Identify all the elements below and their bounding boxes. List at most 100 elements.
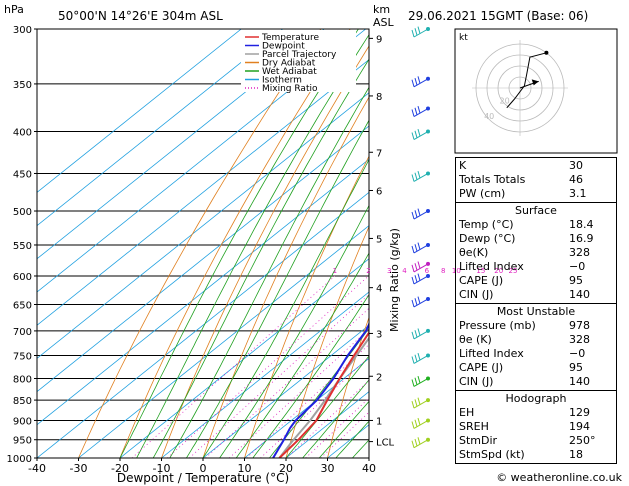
wind-barb-dot [426,106,430,111]
stat-label: StmSpd (kt) [459,448,525,461]
isotherm-line [37,29,366,293]
mixing-ratio-line [228,328,369,458]
wet-adiabat-line [269,327,369,458]
dry-adiabat-line [119,29,351,458]
plot-frame [36,28,370,459]
height-tick-label: LCL [376,438,395,449]
wind-barb [411,437,430,449]
wind-barb-feather [414,77,418,86]
stat-label: StmDir [459,434,498,447]
pressure-tick-label: 500 [13,207,32,218]
wet-adiabat-line [202,158,369,458]
height-tick-label: 5 [376,234,382,245]
temperature-tick-label: 40 [362,462,376,475]
stat-row: Lifted Index −0 [459,260,613,274]
wind-barb-feather [414,377,418,385]
surface-box: Surface Temp (°C) 18.4 Dewp (°C) 16.9 θe(K) 32… [455,203,617,304]
isotherm-line [37,92,369,359]
wind-barb-staff [413,108,429,117]
wind-barb [411,76,430,88]
temperature-tick-label: -30 [70,462,88,475]
mixing-ratio-labels: 1 2 3 4 6 8 10 15 20 25 [333,267,518,275]
stat-value: −0 [569,260,586,273]
mixing-ratio-line [167,275,369,458]
pressure-tick-label: 600 [13,272,32,283]
legend-label: Wet Adiabat [262,67,317,77]
background-lines [37,29,369,458]
legend-label: Parcel Trajectory [262,50,337,60]
stat-value: 3.1 [569,187,587,200]
stat-label: θe (K) [459,333,492,346]
wind-barb-feather [414,210,418,218]
wet-adiabat-line [235,252,369,458]
dry-adiabat-line [327,316,369,458]
wind-barb-feather [417,170,421,179]
wind-barb [411,352,430,364]
wind-barb-feather [414,354,418,362]
temperature-tick-label: 0 [200,462,207,475]
stats-panel: K 30 Totals Totals 46 PW (cm) 3.1 Surface Temp… [455,157,617,464]
mixing-ratio-line [205,307,369,458]
wind-barb-feather [411,379,415,387]
x-axis-title: Dewpoint / Temperature (°C) [117,471,289,485]
isotherm-line [37,125,369,393]
stat-value: 95 [569,274,583,287]
stat-value: 16.9 [569,232,594,245]
stat-row: Pressure (mb) 978 [459,319,613,333]
wind-barb-feather [411,299,415,308]
wind-barb [411,170,430,182]
height-tick-label: 3 [376,329,382,340]
wind-barb-feather [414,130,418,138]
stat-row: CIN (J) 140 [459,288,613,302]
isotherm-line [37,158,369,426]
mixing-ratio-label: 6 [425,267,430,275]
stat-value: 30 [569,159,583,172]
stat-row: Lifted Index −0 [459,347,613,361]
pressure-tick-label: 1000 [7,454,32,465]
wind-barb-feather [417,261,421,269]
isotherm-line [78,225,369,458]
wind-barb-dot [426,376,430,381]
wind-barb-feather [414,244,418,252]
wet-adiabat-line [219,204,369,458]
mixing-ratio-line [286,379,369,458]
stat-row: CAPE (J) 95 [459,361,613,375]
wind-barb [411,375,430,387]
wind-barb-feather [417,397,421,405]
stat-value: 18 [569,448,583,461]
stat-row: K 30 [459,159,613,173]
pressure-tick-label: 350 [13,80,32,91]
wind-barb-staff [413,275,429,285]
temperature-tick-label: 30 [321,462,335,475]
stat-value: 328 [569,246,590,259]
wind-barb-feather [414,438,418,447]
stat-row: StmSpd (kt) 18 [459,448,613,462]
wind-barb [411,273,430,285]
wind-barb [411,397,430,409]
dry-adiabat-line [78,29,322,458]
mixing-ratio-axis-title: Mixing Ratio (g/kg) [388,228,401,332]
profiles [272,321,369,458]
wind-barb-feather [417,242,421,250]
wind-barb-staff [413,420,429,429]
stat-label: Temp (°C) [459,218,514,231]
wind-barb-feather [417,328,421,336]
wind-barb-staff [413,263,429,273]
height-tick-label: 9 [376,34,382,45]
stat-row: PW (cm) 3.1 [459,187,613,201]
mixing-ratio-label: 10 [452,267,461,275]
temperature-tick-label: -40 [28,462,46,475]
height-axis: 9 8 7 6 5 4 3 2 1 LCL [369,34,395,449]
wind-barb [411,261,430,273]
wind-barb-feather [411,356,415,364]
mixing-ratio-label: 15 [476,267,485,275]
dry-adiabat-line [202,96,369,458]
stat-label: Totals Totals [459,173,526,186]
height-tick-label: 7 [376,148,382,159]
wind-barb-feather [414,399,418,407]
hodograph-units: kt [459,33,468,43]
wet-adiabat-line [186,119,369,458]
temperature-line [278,330,369,458]
mixing-ratio-label: 2 [366,267,370,275]
mixing-ratio-line [189,293,369,458]
